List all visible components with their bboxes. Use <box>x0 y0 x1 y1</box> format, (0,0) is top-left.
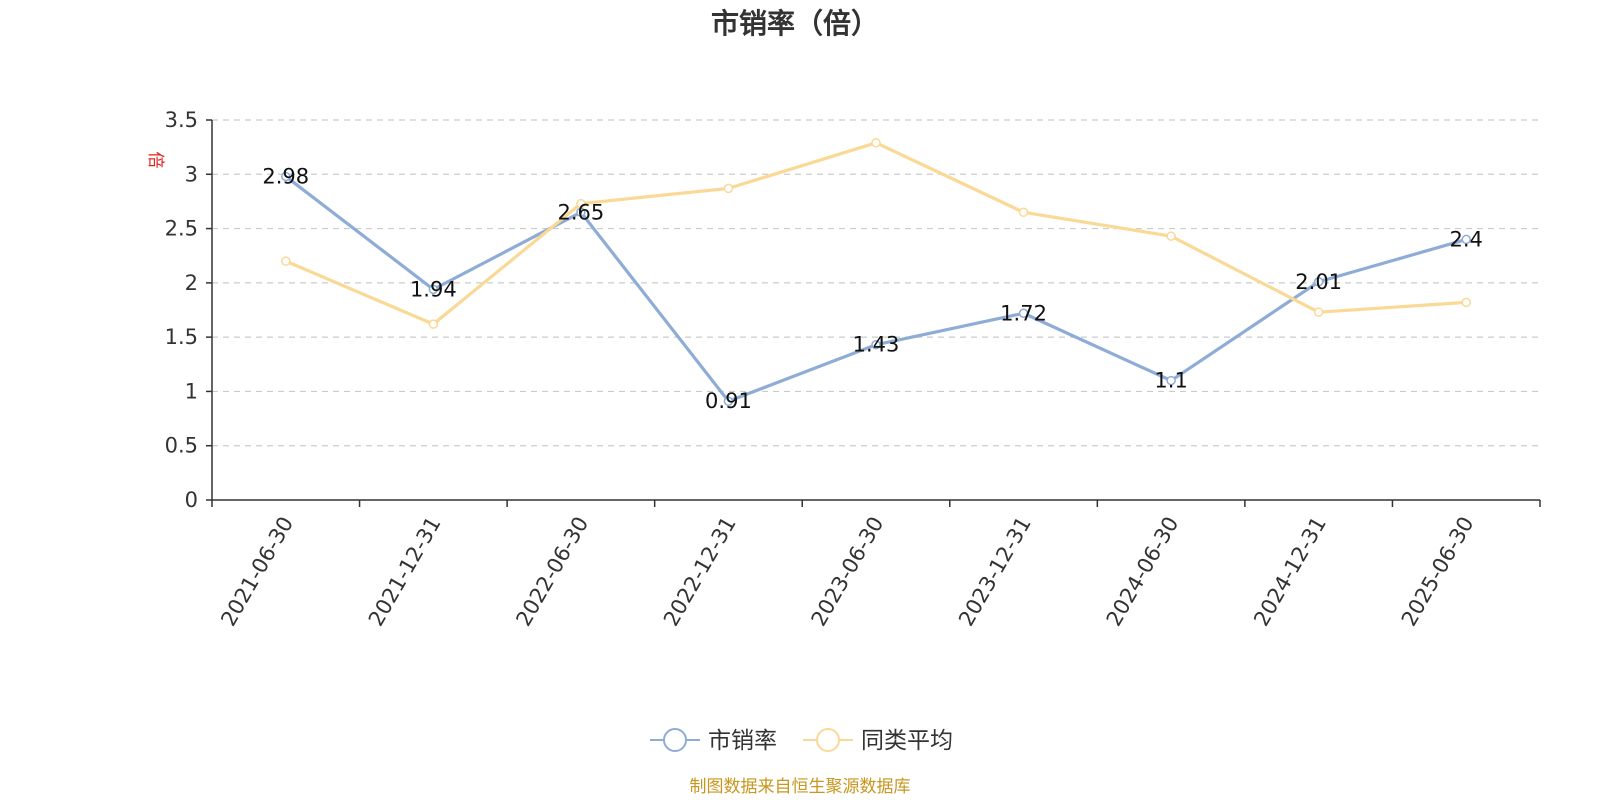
legend-label: 市销率 <box>708 728 777 754</box>
y-tick-label: 2 <box>185 271 198 295</box>
data-label: 2.01 <box>1295 270 1342 294</box>
y-tick-label: 0 <box>185 488 198 512</box>
data-point <box>1018 308 1029 319</box>
x-tick-label: 2022-12-31 <box>659 513 741 631</box>
data-point <box>1313 307 1324 317</box>
data-point <box>1313 277 1324 287</box>
x-tick-label: 2024-06-30 <box>1102 513 1184 631</box>
data-point <box>1166 231 1176 241</box>
legend[interactable]: 市销率 同类平均 <box>650 728 953 754</box>
data-label: 1.94 <box>410 277 457 301</box>
y-tick-label: 3 <box>185 162 198 186</box>
data-label: 2.4 <box>1450 227 1483 251</box>
data-label: 1.43 <box>853 333 900 357</box>
data-point <box>723 396 734 406</box>
chart-title: 市销率（倍） <box>711 7 879 40</box>
legend-label: 同类平均 <box>861 728 953 754</box>
series-line-2 <box>285 141 1467 326</box>
source-note: 制图数据来自恒生聚源数据库 <box>690 777 911 797</box>
y-tick-label: 0.5 <box>165 434 198 458</box>
x-tick-label: 2021-06-30 <box>216 513 298 631</box>
data-point <box>576 198 586 209</box>
data-point <box>281 171 291 182</box>
series-markers <box>281 138 1471 406</box>
x-tick-label: 2024-12-31 <box>1249 513 1331 631</box>
data-label: 2.98 <box>262 164 309 188</box>
data-label: 1.1 <box>1154 369 1187 393</box>
legend-item-2[interactable]: 同类平均 <box>803 728 953 754</box>
data-point <box>871 339 881 350</box>
legend-marker <box>816 728 840 752</box>
x-tick-label: 2021-12-31 <box>364 513 446 631</box>
data-labels: 2.98 1.94 2.65 0.91 1.43 1.72 1.1 2.01 2.4 <box>262 164 1483 413</box>
x-tick-label: 2022-06-30 <box>511 513 593 631</box>
x-tick-labels: 2021-06-30 2021-12-31 2022-06-30 2022-12-31… <box>216 513 1478 631</box>
x-tick-label: 2023-06-30 <box>807 513 889 631</box>
data-point <box>871 138 881 148</box>
series-lines <box>284 141 1467 403</box>
data-label: 1.72 <box>1000 301 1047 325</box>
grid-lines <box>212 119 1540 447</box>
data-point <box>1166 375 1176 386</box>
data-point <box>281 256 291 266</box>
data-point <box>428 284 439 295</box>
y-tick-label: 3.5 <box>165 108 198 132</box>
y-tick-label: 2.5 <box>165 217 198 241</box>
data-label: 0.91 <box>705 389 752 413</box>
data-point <box>1461 234 1471 245</box>
axes <box>206 119 1541 507</box>
y-tick-label: 1 <box>185 379 198 403</box>
data-point <box>723 183 734 194</box>
series-line-1 <box>284 175 1467 403</box>
legend-marker <box>663 728 687 752</box>
data-point <box>428 319 439 329</box>
y-tick-labels: 0 0.5 1 1.5 2 2.5 3 3.5 <box>165 108 198 512</box>
legend-item-1[interactable]: 市销率 <box>650 728 777 754</box>
data-point <box>1461 297 1471 308</box>
y-axis-unit: 倍 <box>145 152 165 169</box>
y-tick-label: 1.5 <box>165 325 198 349</box>
data-point <box>1018 207 1029 218</box>
x-tick-label: 2025-06-30 <box>1397 513 1479 631</box>
data-label: 2.65 <box>558 200 605 224</box>
x-tick-label: 2023-12-31 <box>954 513 1036 631</box>
